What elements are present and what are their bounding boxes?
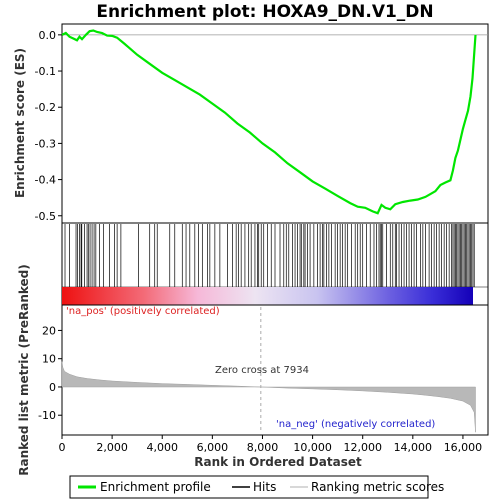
legend-label-ranking: Ranking metric scores	[311, 480, 444, 494]
es-tick-label: -0.1	[35, 65, 56, 78]
x-tick-label: 6,000	[197, 441, 229, 454]
neg-correlated-label: 'na_neg' (negatively correlated)	[276, 419, 435, 430]
pos-correlated-label: 'na_pos' (positively correlated)	[66, 306, 220, 317]
legend-label-hits: Hits	[253, 480, 276, 494]
es-tick-label: -0.4	[35, 174, 56, 187]
es-tick-label: 0.0	[39, 29, 57, 42]
es-y-axis-ticks: 0.0 -0.1 -0.2 -0.3 -0.4 -0.5	[35, 29, 62, 223]
x-tick-label: 16,000	[444, 441, 483, 454]
chart-title: Enrichment plot: HOXA9_DN.V1_DN	[96, 2, 433, 22]
es-axis-label: Enrichment score (ES)	[13, 48, 27, 198]
metric-axis-label: Ranked list metric (PreRanked)	[17, 264, 31, 476]
metric-y-axis-ticks: 20 10 0 -10	[38, 324, 62, 422]
x-tick-label: 2,000	[96, 441, 128, 454]
metric-tick-label: 20	[42, 324, 56, 337]
x-tick-label: 14,000	[394, 441, 433, 454]
metric-tick-label: 0	[49, 381, 56, 394]
x-tick-label: 8,000	[247, 441, 279, 454]
hits-marks	[65, 224, 474, 287]
x-tick-label: 4,000	[146, 441, 178, 454]
es-tick-label: -0.2	[35, 101, 56, 114]
es-panel-frame	[62, 24, 488, 223]
es-tick-label: -0.5	[35, 210, 56, 223]
enrichment-profile-line	[62, 31, 476, 214]
legend-label-enrichment: Enrichment profile	[100, 480, 211, 494]
x-axis-ticks: 0 2,000 4,000 6,000 8,000 10,000 12,000 14,000 1…	[59, 435, 483, 454]
x-axis-label: Rank in Ordered Dataset	[194, 455, 362, 469]
zero-cross-label: Zero cross at 7934	[215, 365, 309, 376]
ranked-list-color-bar	[62, 287, 473, 305]
legend-item-ranking-metric: Ranking metric scores	[290, 480, 444, 494]
es-tick-label: -0.3	[35, 137, 56, 150]
metric-tick-label: -10	[38, 409, 56, 422]
x-tick-label: 0	[59, 441, 66, 454]
metric-tick-label: 10	[42, 353, 56, 366]
x-tick-label: 10,000	[293, 441, 332, 454]
x-tick-label: 12,000	[343, 441, 382, 454]
